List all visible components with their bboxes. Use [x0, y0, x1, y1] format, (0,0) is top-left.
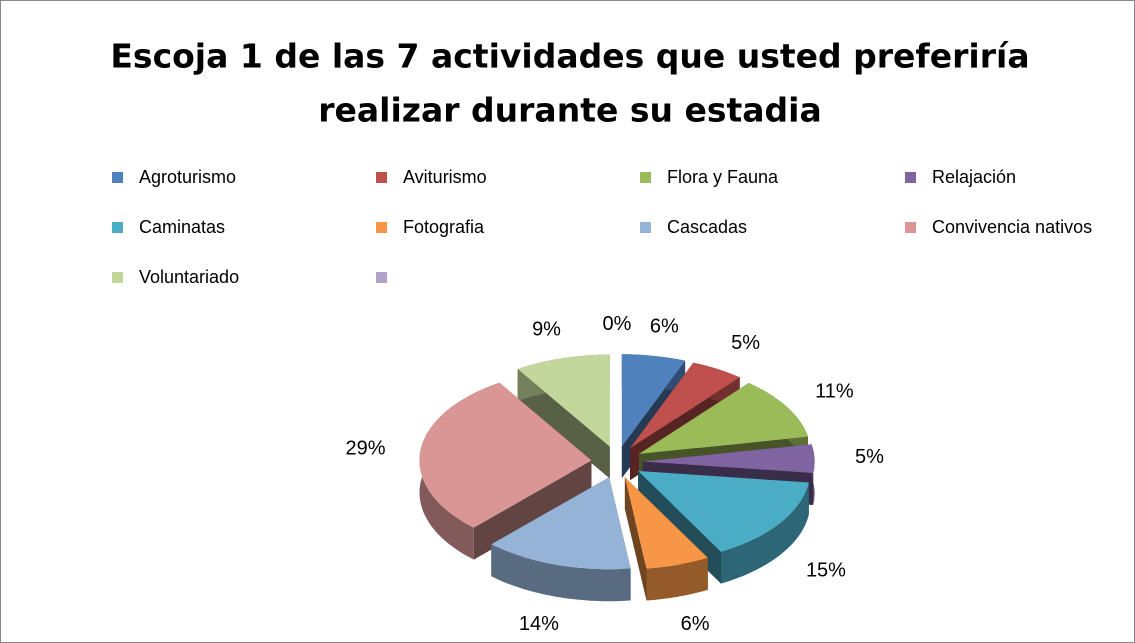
pie-slice	[517, 354, 610, 479]
slice-wall	[491, 544, 631, 602]
legend-label: Relajación	[932, 167, 1016, 187]
slice-top	[639, 383, 808, 454]
pie-slice	[419, 382, 592, 560]
legend-swatch	[640, 222, 651, 233]
slice-top	[419, 382, 592, 528]
slice-wall	[721, 482, 809, 584]
legend-swatch	[376, 172, 387, 183]
data-label: 5%	[731, 332, 760, 354]
pie-slice	[638, 471, 809, 584]
legend-label: Convivencia nativos	[932, 217, 1092, 237]
data-label: 6%	[681, 613, 710, 635]
chart-title: Escoja 1 de las 7 actividades que usted …	[110, 37, 1029, 76]
legend-swatch	[112, 272, 123, 283]
slice-top	[630, 362, 740, 449]
data-label: 29%	[345, 437, 385, 459]
slice-side	[624, 477, 647, 601]
legend-label: Caminatas	[139, 217, 225, 237]
legend-swatch	[905, 172, 916, 183]
legend-label: Voluntariado	[139, 267, 239, 287]
slice-top	[638, 471, 809, 552]
data-label: 0%	[603, 313, 632, 335]
slice-side	[473, 460, 592, 560]
pie-slice	[624, 477, 708, 601]
legend-label: Fotografia	[403, 217, 485, 237]
data-label: 14%	[519, 613, 559, 635]
data-label: 11%	[815, 380, 854, 402]
slice-top	[517, 354, 610, 447]
legend-swatch	[905, 222, 916, 233]
slice-wall	[646, 557, 708, 601]
legend-swatch	[112, 172, 123, 183]
slice-side	[517, 369, 610, 479]
pie-slice	[491, 477, 631, 602]
legend-swatch	[112, 222, 123, 233]
data-label: 9%	[532, 318, 561, 340]
legend-label: Flora y Fauna	[667, 167, 779, 187]
legend-swatch	[376, 272, 387, 283]
data-label: 6%	[650, 315, 679, 337]
legend-swatch	[376, 222, 387, 233]
data-label: 5%	[855, 446, 884, 468]
data-label: 15%	[806, 560, 846, 582]
slice-top	[491, 477, 631, 570]
slice-top	[624, 477, 708, 569]
chart-title: realizar durante su estadia	[318, 91, 821, 130]
slice-top	[642, 444, 815, 473]
slice-top	[621, 354, 686, 447]
legend-label: Agroturismo	[139, 167, 236, 187]
legend-label: Cascadas	[667, 217, 747, 237]
legend-label: Aviturismo	[403, 167, 487, 187]
legend-swatch	[640, 172, 651, 183]
